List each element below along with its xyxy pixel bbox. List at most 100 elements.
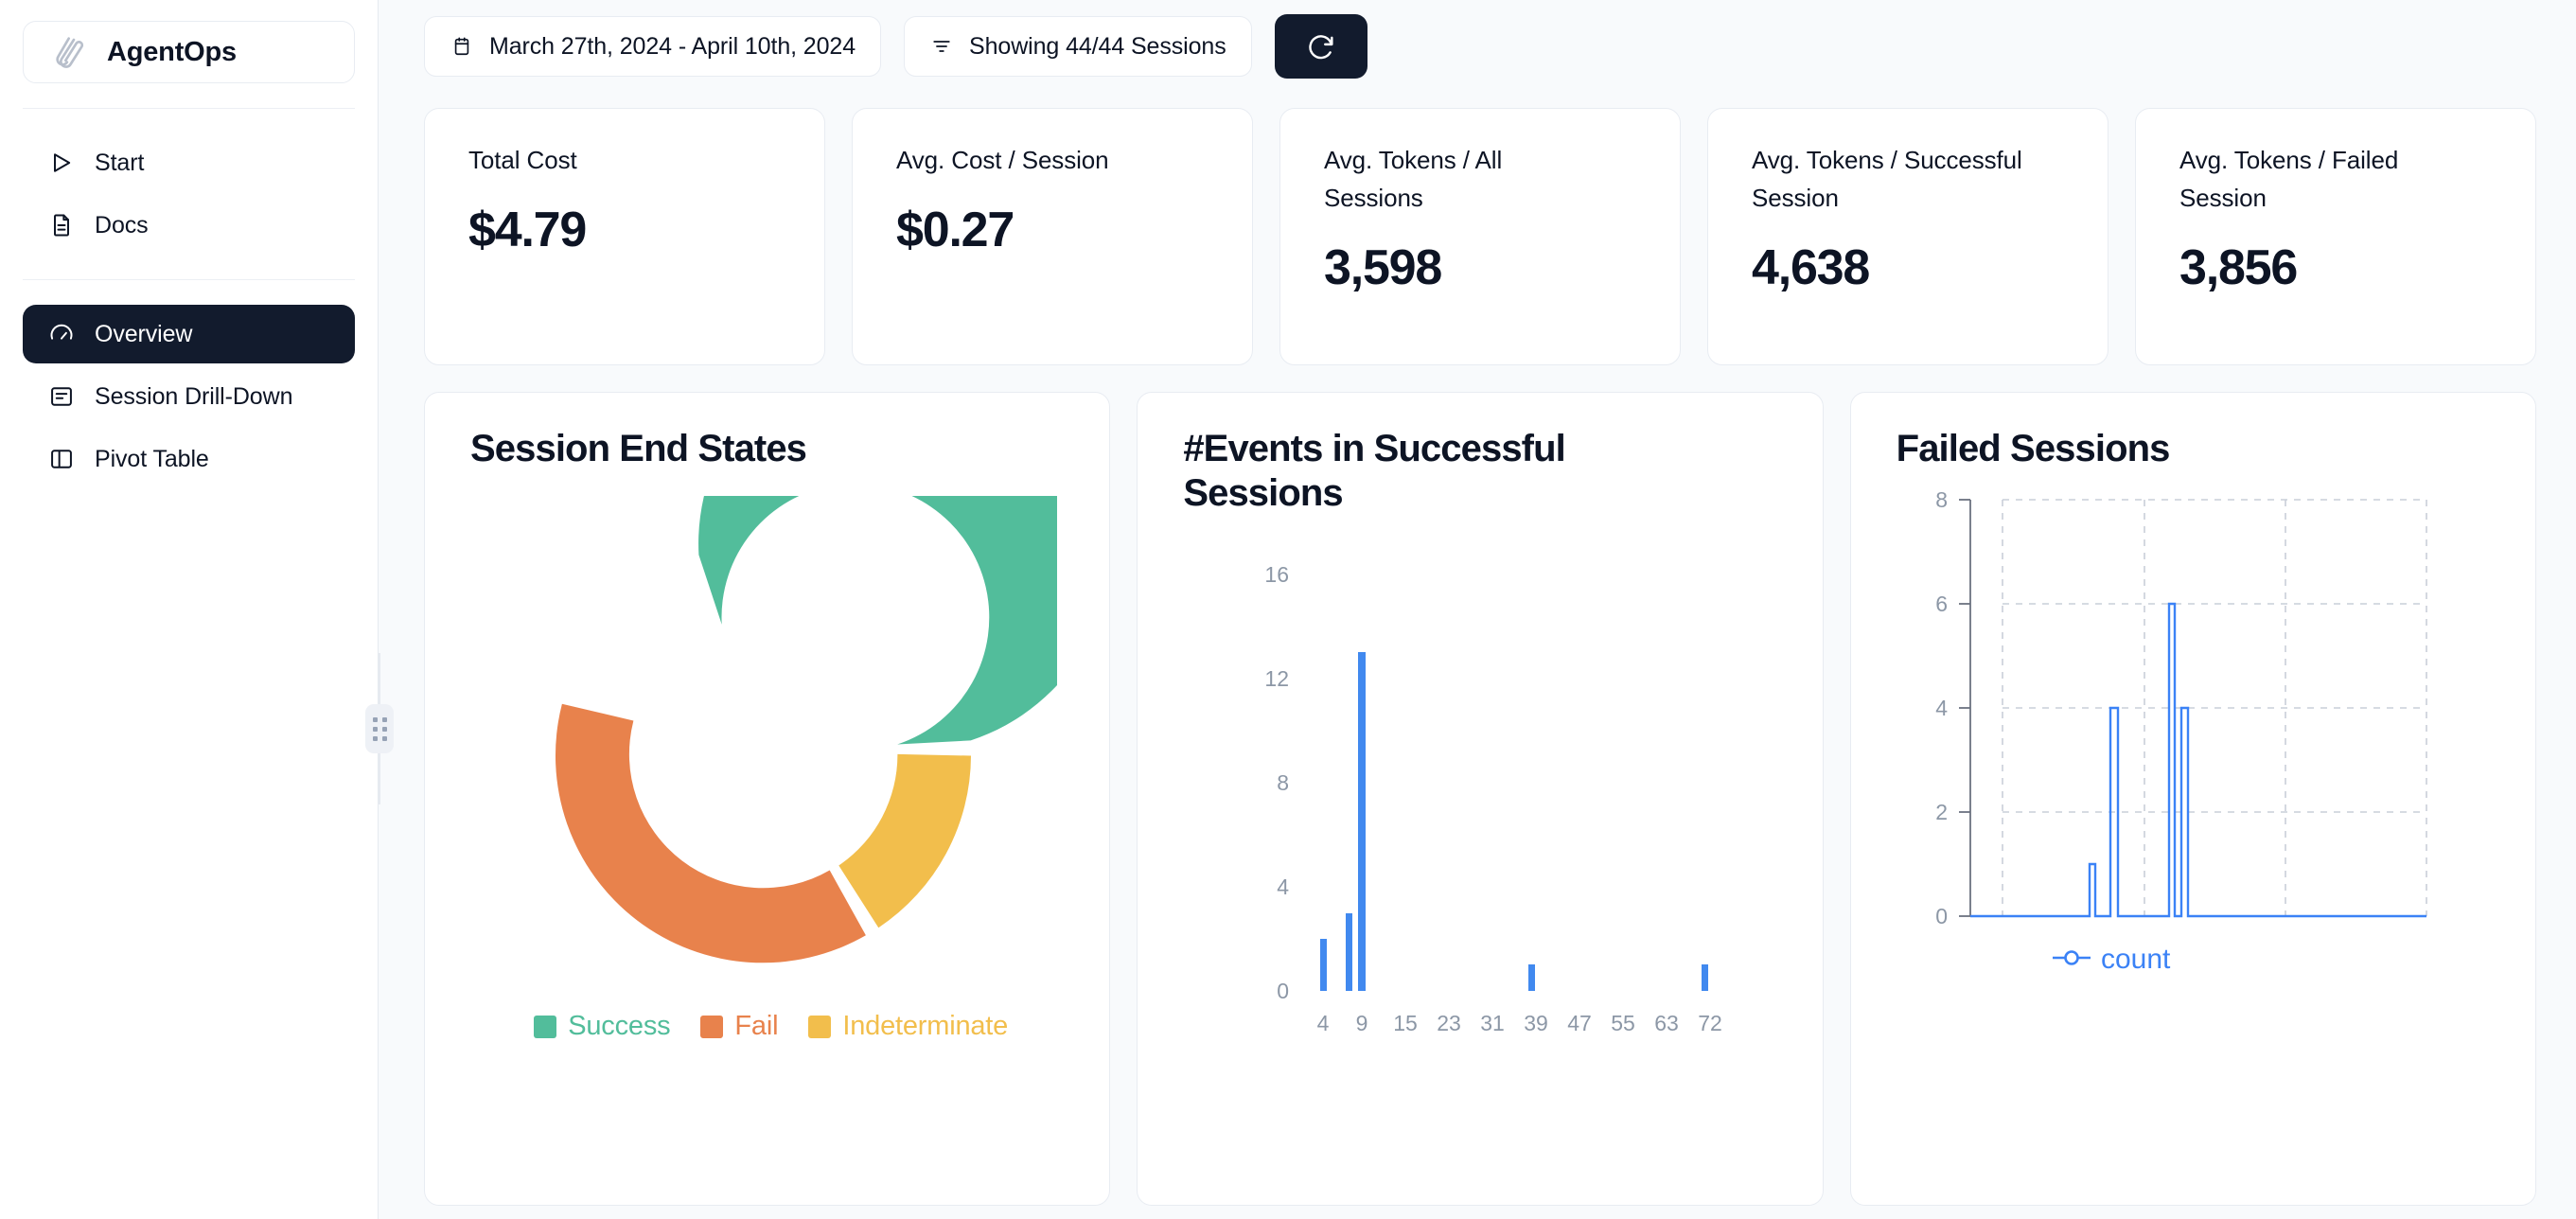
toolbar: March 27th, 2024 - April 10th, 2024 Show… bbox=[424, 0, 2536, 87]
gauge-icon bbox=[47, 320, 76, 348]
sessions-filter-label: Showing 44/44 Sessions bbox=[969, 32, 1226, 60]
sidebar-top-nav: Start Docs bbox=[23, 133, 355, 255]
metric-label: Avg. Tokens / All Sessions bbox=[1324, 146, 1503, 212]
sidebar-item-pivot-table[interactable]: Pivot Table bbox=[23, 430, 355, 488]
brand-button[interactable]: AgentOps bbox=[23, 21, 355, 83]
legend-swatch-indeterminate bbox=[808, 1015, 832, 1038]
legend-swatch-success bbox=[534, 1015, 557, 1038]
columns-layout-icon bbox=[47, 445, 76, 473]
sidebar: AgentOps Start Docs bbox=[0, 0, 379, 1219]
sidebar-resize-handle[interactable] bbox=[365, 704, 394, 753]
sidebar-item-start[interactable]: Start bbox=[23, 133, 355, 192]
failed-sessions-svg: 8 6 4 2 0 count bbox=[1935, 492, 2427, 975]
legend-label-count: count bbox=[2101, 944, 2171, 975]
metric-label: Avg. Tokens / Failed Session bbox=[2179, 146, 2399, 212]
chart-title: Failed Sessions bbox=[1896, 428, 2171, 469]
grip-dots-icon bbox=[372, 716, 387, 741]
x-tick-5: 39 bbox=[1525, 1011, 1549, 1035]
sidebar-item-session-drill-down-label: Session Drill-Down bbox=[95, 382, 293, 410]
brand-name: AgentOps bbox=[107, 36, 237, 67]
metric-value: $4.79 bbox=[468, 203, 587, 257]
chart-card-events-in-successful-sessions: #Events in Successful Sessions 16 12 8 4… bbox=[1137, 392, 1824, 1206]
series-count bbox=[1969, 602, 2426, 918]
chart-card-session-end-states: Session End States bbox=[424, 392, 1111, 1206]
chart-title: Session End States bbox=[470, 428, 807, 469]
bars bbox=[1320, 652, 1709, 992]
x-tick-1: 9 bbox=[1356, 1011, 1368, 1035]
y-tick-8: 8 bbox=[1278, 770, 1290, 795]
y-tick-8: 8 bbox=[1935, 492, 1948, 512]
filter-lines-icon bbox=[929, 34, 954, 59]
events-bar-svg: 16 12 8 4 0 bbox=[1265, 562, 1722, 1035]
date-range-label: March 27th, 2024 - April 10th, 2024 bbox=[489, 32, 856, 60]
paperclip-logo-icon bbox=[52, 33, 90, 71]
calendar-icon bbox=[450, 34, 474, 59]
x-tick-4: 31 bbox=[1481, 1011, 1506, 1035]
bar-3 bbox=[1358, 652, 1367, 992]
y-tick-2: 2 bbox=[1935, 800, 1948, 824]
sidebar-divider-top bbox=[23, 108, 355, 109]
donut-slice-success bbox=[698, 496, 1057, 745]
donut-legend: Success Fail Indeterminate bbox=[470, 1011, 1071, 1042]
legend-item-success[interactable]: Success bbox=[534, 1011, 671, 1042]
metric-value: 3,856 bbox=[2179, 240, 2298, 295]
x-tick-8: 63 bbox=[1655, 1011, 1680, 1035]
metric-value: $0.27 bbox=[896, 203, 1015, 257]
sidebar-item-docs-label: Docs bbox=[95, 211, 149, 238]
legend-swatch-fail bbox=[700, 1015, 724, 1038]
y-axis bbox=[1958, 499, 1971, 918]
sessions-filter-button[interactable]: Showing 44/44 Sessions bbox=[904, 16, 1252, 77]
metric-card-avg-cost-session: Avg. Cost / Session $0.27 bbox=[852, 108, 1253, 365]
metric-card-total-cost: Total Cost $4.79 bbox=[424, 108, 825, 365]
y-tick-4: 4 bbox=[1935, 696, 1948, 720]
sidebar-item-docs[interactable]: Docs bbox=[23, 196, 355, 255]
play-triangle-icon bbox=[47, 149, 76, 177]
donut-slice-indeterminate bbox=[838, 754, 971, 928]
bar-1 bbox=[1320, 939, 1328, 992]
legend-label-fail: Fail bbox=[734, 1011, 779, 1042]
sidebar-item-pivot-table-label: Pivot Table bbox=[95, 445, 209, 472]
legend-item-indeterminate[interactable]: Indeterminate bbox=[808, 1011, 1008, 1042]
y-tick-12: 12 bbox=[1265, 666, 1290, 691]
metric-card-avg-tokens-all-sessions: Avg. Tokens / All Sessions 3,598 bbox=[1279, 108, 1681, 365]
chart-legend-count[interactable]: count bbox=[2052, 944, 2171, 975]
refresh-clockwise-icon bbox=[1305, 30, 1337, 62]
sidebar-main-nav: Overview Session Drill-Down bbox=[23, 305, 355, 488]
donut-chart[interactable] bbox=[470, 496, 1071, 1007]
sidebar-divider-mid bbox=[23, 279, 355, 280]
legend-label-indeterminate: Indeterminate bbox=[842, 1011, 1009, 1042]
y-tick-4: 4 bbox=[1278, 874, 1290, 899]
events-bar-chart[interactable]: 16 12 8 4 0 bbox=[1183, 537, 1784, 1067]
sidebar-item-overview[interactable]: Overview bbox=[23, 305, 355, 363]
donut-slice-fail bbox=[555, 703, 866, 963]
donut-svg bbox=[555, 496, 1057, 963]
bar-2 bbox=[1346, 913, 1353, 992]
chart-title: #Events in Successful Sessions bbox=[1183, 428, 1565, 515]
bar-4 bbox=[1528, 964, 1536, 992]
x-tick-0: 4 bbox=[1317, 1011, 1330, 1035]
y-tick-0: 0 bbox=[1935, 904, 1948, 928]
grid-lines bbox=[2001, 499, 2427, 917]
legend-marker-icon bbox=[2063, 950, 2079, 965]
legend-item-fail[interactable]: Fail bbox=[700, 1011, 779, 1042]
refresh-button[interactable] bbox=[1274, 14, 1367, 79]
y-tick-0: 0 bbox=[1278, 979, 1290, 1003]
date-range-picker[interactable]: March 27th, 2024 - April 10th, 2024 bbox=[424, 16, 882, 77]
y-tick-6: 6 bbox=[1935, 592, 1948, 616]
x-tick-6: 47 bbox=[1568, 1011, 1593, 1035]
document-text-icon bbox=[47, 211, 76, 239]
metric-card-avg-tokens-successful-session: Avg. Tokens / Successful Session 4,638 bbox=[1707, 108, 2108, 365]
charts-row: Session End States bbox=[424, 392, 2536, 1206]
legend-label-success: Success bbox=[568, 1011, 671, 1042]
failed-sessions-line-chart[interactable]: 8 6 4 2 0 count bbox=[1897, 492, 2497, 1022]
y-tick-16: 16 bbox=[1265, 562, 1290, 587]
x-tick-7: 55 bbox=[1612, 1011, 1636, 1035]
list-panel-icon bbox=[47, 382, 76, 411]
metric-value: 4,638 bbox=[1752, 240, 1870, 295]
metric-cards-row: Total Cost $4.79 Avg. Cost / Session $0.… bbox=[424, 108, 2536, 365]
metric-label: Avg. Tokens / Successful Session bbox=[1752, 146, 2022, 212]
sidebar-item-overview-label: Overview bbox=[95, 320, 193, 347]
bar-5 bbox=[1702, 964, 1709, 992]
sidebar-item-session-drill-down[interactable]: Session Drill-Down bbox=[23, 367, 355, 426]
